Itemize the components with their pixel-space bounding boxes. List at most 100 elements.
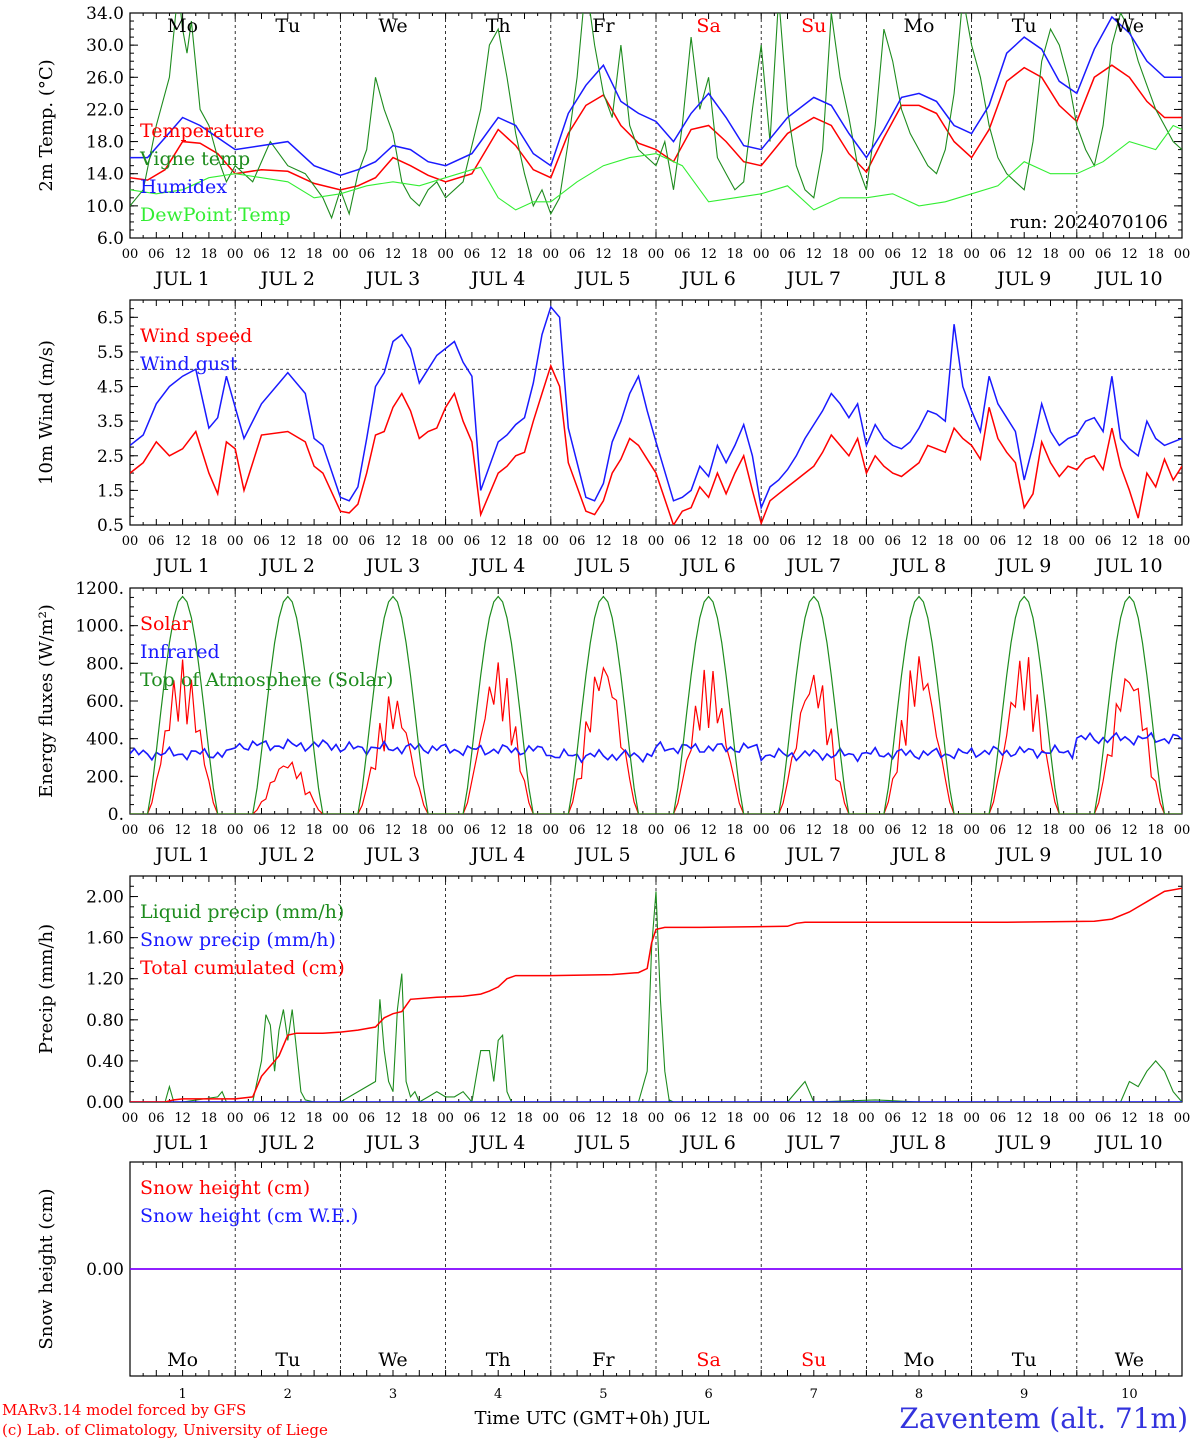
hour-tick-label: 00	[332, 823, 349, 838]
hour-tick-label: 06	[779, 1111, 796, 1126]
hour-tick-label: 06	[990, 534, 1007, 549]
day-label: JUL 3	[364, 555, 420, 577]
day-label: JUL 5	[574, 1132, 630, 1154]
hour-tick-label: 00	[227, 1111, 244, 1126]
day-label: JUL 2	[259, 844, 315, 866]
legend-entry: Infrared	[140, 641, 220, 663]
weekday-label: Mo	[904, 1349, 935, 1371]
hour-tick-label: 06	[884, 823, 901, 838]
day-label: JUL 2	[259, 1132, 315, 1154]
weekday-label: We	[378, 1349, 407, 1371]
series-line-wind-speed	[130, 363, 1182, 525]
hour-tick-label: 12	[911, 823, 928, 838]
hour-tick-label: 06	[990, 1111, 1007, 1126]
hour-tick-label: 12	[700, 1111, 717, 1126]
legend-entry: Solar	[140, 613, 192, 635]
hour-tick-label: 12	[700, 823, 717, 838]
legend-entry: DewPoint Temp	[140, 204, 291, 226]
y-tick-label: 6.5	[97, 308, 124, 328]
hour-tick-label: 00	[1069, 1111, 1086, 1126]
hour-tick-label: 12	[385, 823, 402, 838]
hour-tick-label: 06	[253, 1111, 270, 1126]
hour-tick-label: 18	[201, 823, 218, 838]
hour-tick-label: 06	[464, 1111, 481, 1126]
hour-tick-label: 18	[411, 534, 428, 549]
y-tick-label: 22.0	[86, 100, 124, 120]
weekday-label: Fr	[592, 1349, 615, 1371]
hour-tick-label: 00	[753, 1111, 770, 1126]
y-tick-label: 1.60	[86, 929, 124, 949]
day-label: JUL 7	[785, 1132, 841, 1154]
day-label: JUL 9	[995, 844, 1051, 866]
day-label: JUL 8	[890, 555, 946, 577]
panel-1: 6.0 10.0 14.0 18.0 22.0 26.0 30.0 34.0 2m Temp. …	[36, 4, 1190, 290]
day-label: JUL 4	[469, 844, 525, 866]
hour-tick-label: 12	[385, 247, 402, 262]
hour-tick-label: 00	[648, 247, 665, 262]
hour-tick-label: 18	[201, 1111, 218, 1126]
weekday-label: We	[378, 15, 407, 37]
hour-tick-label: 12	[595, 1111, 612, 1126]
day-number-label: 4	[494, 1387, 502, 1402]
weekday-label: Mo	[167, 1349, 198, 1371]
weekday-label: Su	[801, 1349, 826, 1371]
day-number-label: 10	[1121, 1387, 1138, 1402]
hour-tick-label: 18	[516, 1111, 533, 1126]
hour-tick-label: 06	[884, 1111, 901, 1126]
legend-entry: Top of Atmosphere (Solar)	[140, 669, 393, 691]
hour-tick-label: 06	[569, 1111, 586, 1126]
day-label: JUL 6	[679, 844, 735, 866]
hour-tick-label: 00	[1069, 534, 1086, 549]
day-label: JUL 2	[259, 268, 315, 290]
hour-tick-label: 18	[1147, 247, 1164, 262]
hour-tick-label: 12	[174, 247, 191, 262]
weekday-label: Tu	[275, 15, 300, 37]
weekday-label: Th	[486, 1349, 511, 1371]
hour-tick-label: 18	[727, 823, 744, 838]
hour-tick-label: 18	[727, 1111, 744, 1126]
day-label: JUL 2	[259, 555, 315, 577]
day-label: JUL 5	[574, 555, 630, 577]
legend-entry: Snow height (cm)	[140, 1177, 310, 1199]
hour-tick-label: 12	[280, 823, 297, 838]
y-tick-label: 2.00	[86, 888, 124, 908]
hour-tick-label: 18	[937, 823, 954, 838]
hour-tick-label: 06	[779, 534, 796, 549]
hour-tick-label: 00	[753, 247, 770, 262]
hour-tick-label: 00	[122, 823, 139, 838]
y-tick-label: 2.5	[97, 447, 124, 467]
hour-tick-label: 18	[832, 247, 849, 262]
series-group	[130, 887, 1182, 1102]
y-tick-label: 3.5	[97, 412, 124, 432]
hour-tick-label: 00	[858, 534, 875, 549]
hour-tick-label: 12	[911, 1111, 928, 1126]
hour-tick-label: 06	[569, 823, 586, 838]
hour-tick-label: 06	[464, 823, 481, 838]
hour-tick-label: 00	[437, 247, 454, 262]
hour-tick-label: 18	[306, 823, 323, 838]
hour-tick-label: 12	[700, 247, 717, 262]
hour-tick-label: 18	[411, 823, 428, 838]
hour-tick-label: 00	[227, 823, 244, 838]
hour-tick-label: 00	[963, 823, 980, 838]
y-tick-label: 0.00	[86, 1260, 124, 1280]
hour-tick-label: 18	[727, 247, 744, 262]
hour-tick-label: 12	[911, 534, 928, 549]
legend-entry: Snow precip (mm/h)	[140, 929, 336, 951]
hour-tick-label: 00	[543, 823, 560, 838]
hour-tick-label: 06	[884, 534, 901, 549]
y-tick-label: 30.0	[86, 36, 124, 56]
hour-tick-label: 00	[648, 1111, 665, 1126]
hour-tick-label: 18	[1147, 823, 1164, 838]
hour-tick-label: 18	[201, 534, 218, 549]
y-tick-label: 1200.	[75, 579, 124, 599]
hour-tick-label: 00	[1069, 823, 1086, 838]
legend-entry: Vigne temp	[139, 148, 250, 170]
hour-tick-label: 12	[385, 1111, 402, 1126]
hour-tick-label: 06	[253, 247, 270, 262]
hour-tick-label: 12	[174, 823, 191, 838]
day-number-label: 8	[915, 1387, 923, 1402]
hour-tick-label: 00	[963, 247, 980, 262]
y-tick-label: 600.	[86, 692, 124, 712]
hour-tick-label: 06	[148, 823, 165, 838]
